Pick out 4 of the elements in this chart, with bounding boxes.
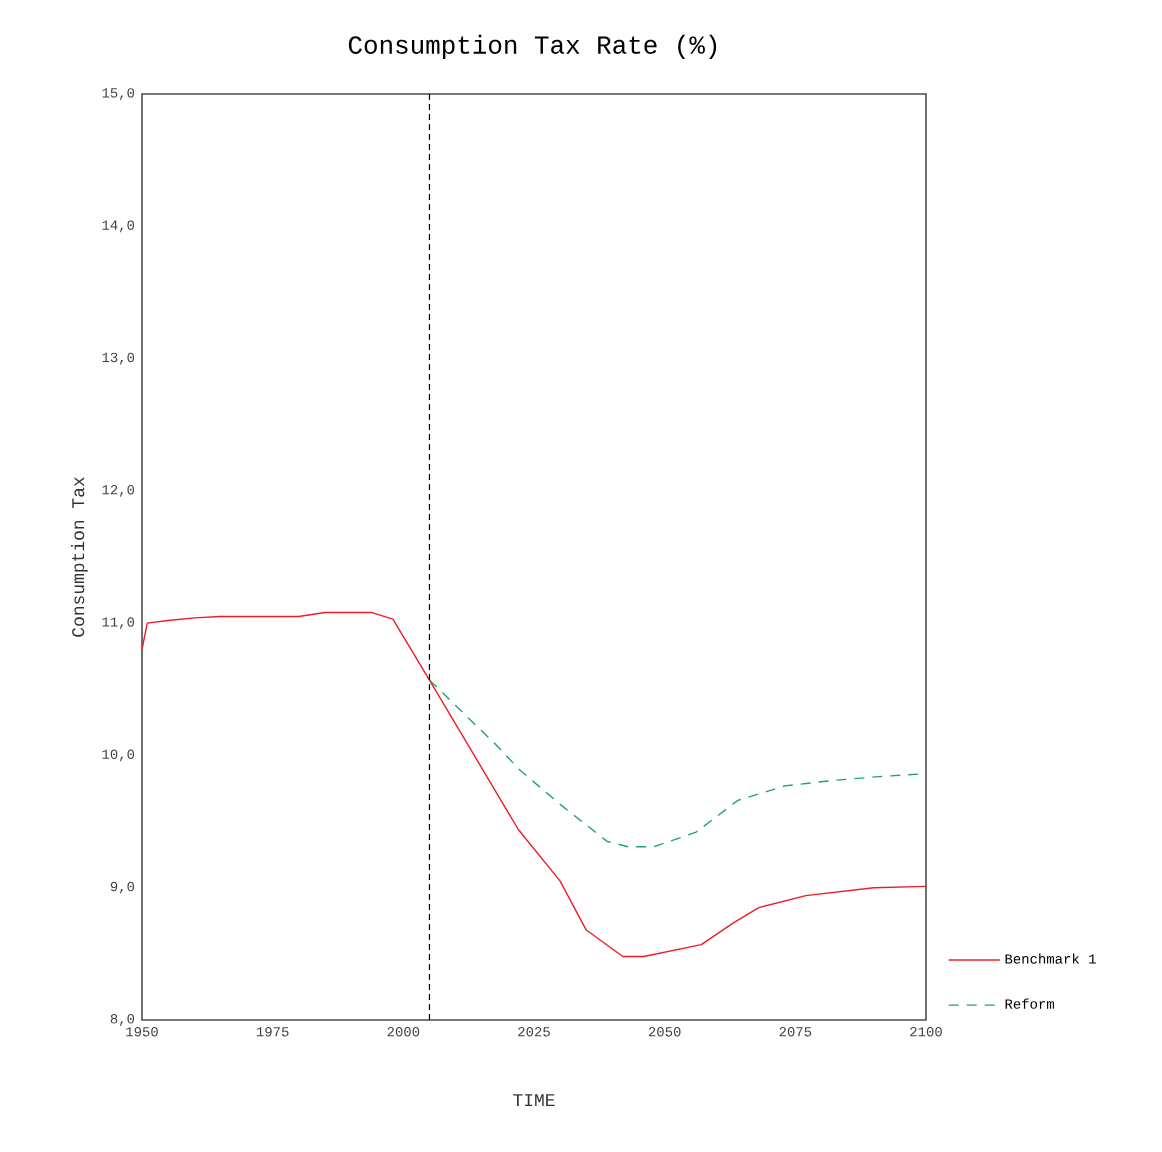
chart-title: Consumption Tax Rate (%) xyxy=(348,34,717,60)
x-axis-title: TIME xyxy=(513,1094,555,1106)
line-series xyxy=(428,679,922,848)
y-axis-title: Consumption Tax xyxy=(71,477,88,637)
